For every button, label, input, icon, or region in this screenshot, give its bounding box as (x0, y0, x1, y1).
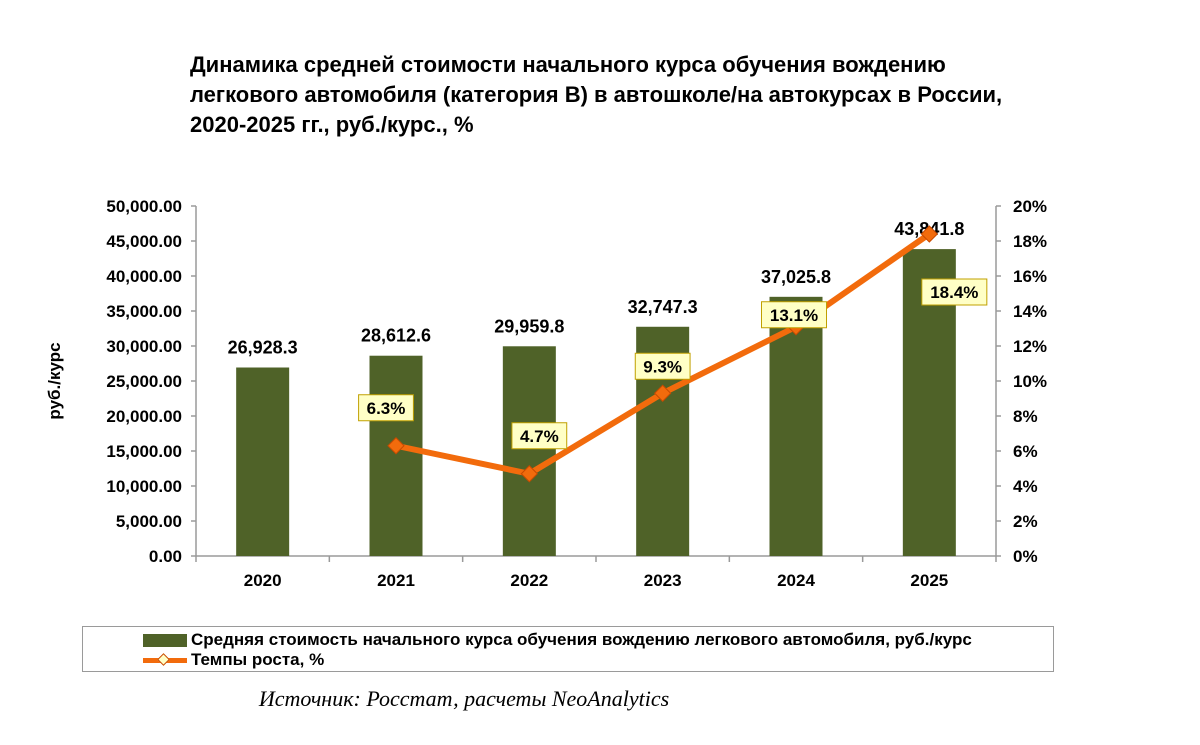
chart-title: Динамика средней стоимости начального ку… (190, 50, 1150, 140)
right-tick-label: 20% (1013, 197, 1047, 216)
growth-marker (920, 225, 939, 243)
x-tick-label: 2023 (644, 571, 682, 590)
legend-label-cost: Средняя стоимость начального курса обуче… (191, 630, 972, 649)
right-tick-label: 8% (1013, 407, 1038, 426)
left-tick-label: 40,000.00 (106, 267, 182, 286)
left-tick-label: 20,000.00 (106, 407, 182, 426)
bar (502, 346, 556, 556)
chart-title-line-1: Динамика средней стоимости начального ку… (190, 52, 946, 77)
left-tick-label: 30,000.00 (106, 337, 182, 356)
left-tick-label: 5,000.00 (116, 512, 182, 531)
x-tick-label: 2022 (510, 571, 548, 590)
growth-label-box (761, 301, 827, 329)
growth-label-box (358, 394, 414, 422)
growth-value-label: 18.4% (930, 283, 978, 302)
combo-chart: 0.00 5,000.00 10,000.00 15,000.00 20,000.00 2… (45, 197, 1047, 590)
bars-layer (236, 249, 956, 556)
bar-value-label: 29,959.8 (494, 316, 564, 336)
growth-marker (653, 384, 672, 402)
legend-label-growth: Темпы роста, % (191, 650, 325, 669)
bar-value-label: 26,928.3 (228, 338, 298, 358)
left-tick-label: 50,000.00 (106, 197, 182, 216)
bar (236, 367, 290, 556)
legend-line-swatch (143, 652, 187, 667)
pct-labels-layer: 6.3% 4.7% 9.3% 13.1% 18.4% (358, 278, 988, 450)
x-tick-label: 2024 (777, 571, 815, 590)
bar-value-label: 28,612.6 (361, 326, 431, 346)
x-tick-label: 2021 (377, 571, 415, 590)
right-tick-label: 6% (1013, 442, 1038, 461)
bar-value-label: 37,025.8 (761, 267, 831, 287)
bar-value-label: 32,747.3 (628, 297, 698, 317)
x-tick-label: 2025 (910, 571, 948, 590)
left-tick-label: 25,000.00 (106, 372, 182, 391)
growth-marker (520, 465, 539, 483)
right-tick-label: 10% (1013, 372, 1047, 391)
left-tick-label: 0.00 (149, 547, 182, 566)
right-tick-label: 2% (1013, 512, 1038, 531)
right-tick-label: 14% (1013, 302, 1047, 321)
growth-marker (387, 437, 405, 455)
left-tick-label: 35,000.00 (106, 302, 182, 321)
bar (769, 296, 823, 556)
growth-value-label: 9.3% (643, 357, 682, 376)
bar-labels-layer: 26,928.3 28,612.6 29,959.8 32,747.3 37,025.8… (228, 219, 965, 357)
legend: Средняя стоимость начального курса обуче… (82, 626, 1054, 672)
chart-title-line-2: легкового автомобиля (категория В) в авт… (190, 82, 1003, 107)
growth-label-box (634, 352, 691, 380)
y-axis-title: руб./курс (45, 342, 64, 419)
legend-item-growth: Темпы роста, % (143, 650, 324, 670)
growth-value-label: 6.3% (367, 399, 406, 418)
left-tick-label: 15,000.00 (106, 442, 182, 461)
right-tick-label: 16% (1013, 267, 1047, 286)
legend-item-cost: Средняя стоимость начального курса обуче… (143, 630, 972, 650)
right-tick-label: 12% (1013, 337, 1047, 356)
growth-value-label: 4.7% (520, 427, 559, 446)
chart-title-line-3: 2020-2025 гг., руб./курс., % (190, 112, 474, 137)
growth-label-box (511, 422, 568, 450)
x-tick-label: 2020 (244, 571, 282, 590)
source-note: Источник: Росстат, расчеты NeoAnalytics (258, 686, 670, 711)
right-tick-label: 0% (1013, 547, 1038, 566)
bar (369, 355, 423, 556)
axes-layer: 0.00 5,000.00 10,000.00 15,000.00 20,000.00 2… (45, 197, 1047, 590)
left-tick-label: 45,000.00 (106, 232, 182, 251)
right-tick-label: 4% (1013, 477, 1038, 496)
growth-label-box (921, 278, 988, 306)
left-tick-label: 10,000.00 (106, 477, 182, 496)
legend-bar-swatch (143, 633, 187, 647)
growth-value-label: 13.1% (770, 306, 818, 325)
right-tick-label: 18% (1013, 232, 1047, 251)
